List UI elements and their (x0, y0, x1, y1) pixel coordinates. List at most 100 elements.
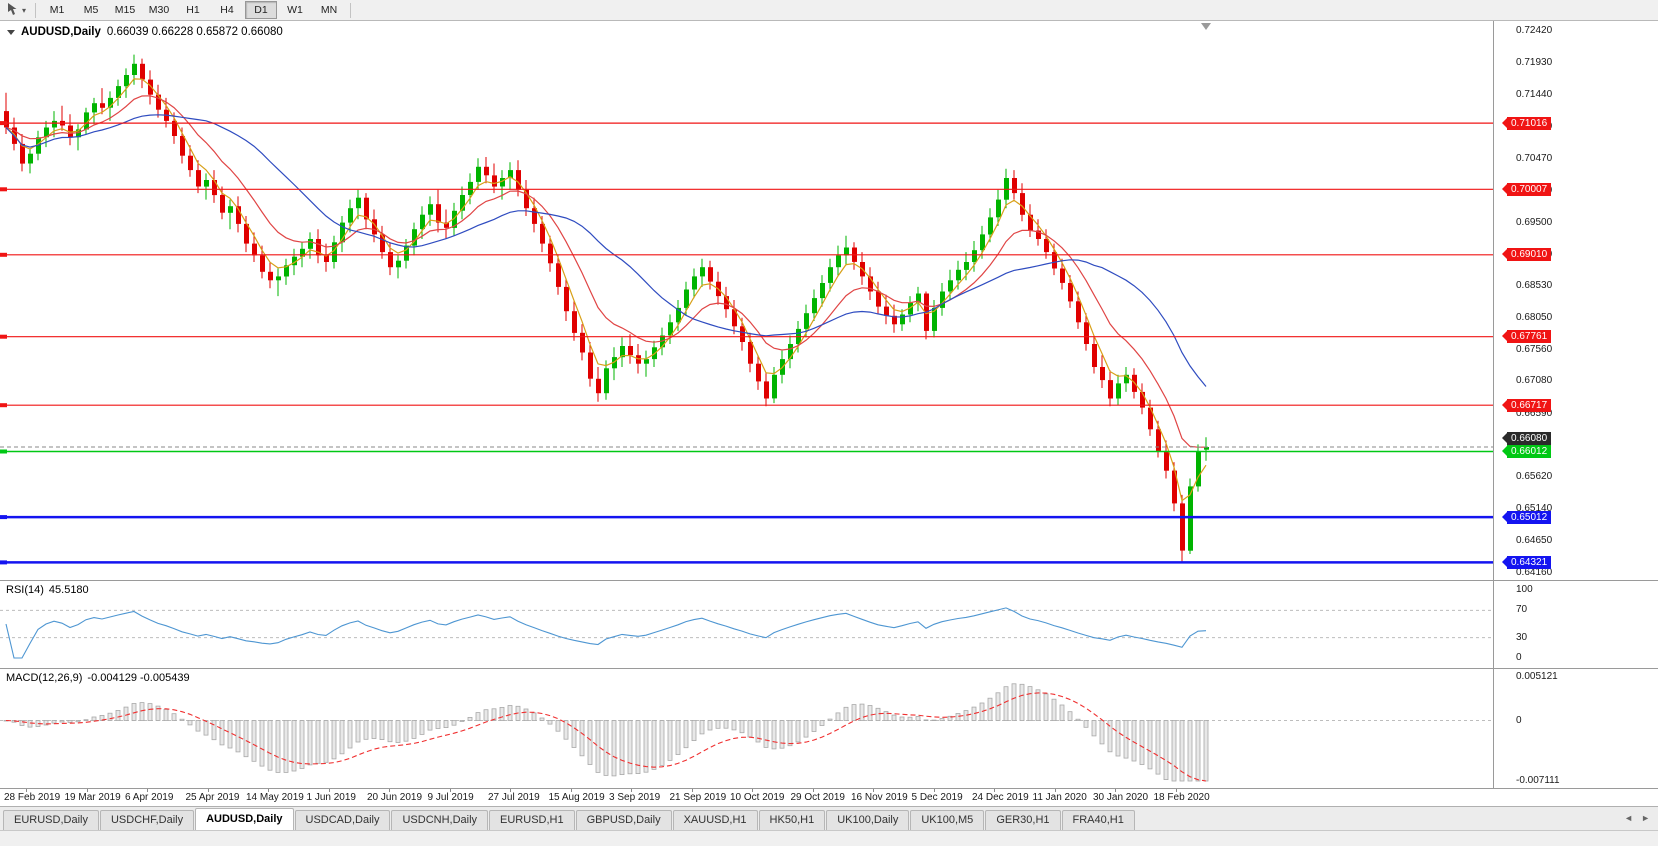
date-label: 10 Oct 2019 (730, 792, 785, 803)
date-label: 20 Jun 2019 (367, 792, 423, 803)
chart-tab-uk100-daily[interactable]: UK100,Daily (826, 810, 910, 830)
chart-title: AUDUSD,Daily 0.66039 0.66228 0.65872 0.6… (7, 26, 283, 38)
price-tick-label: 0.72420 (1516, 25, 1553, 36)
date-tick-mark (691, 789, 693, 792)
date-label: 25 Apr 2019 (185, 792, 240, 803)
timeframe-button-m5[interactable]: M5 (83, 4, 99, 16)
price-tag-0.67761: 0.67761 (1502, 330, 1552, 344)
ma-medium-line (5, 95, 1207, 448)
rsi-label: RSI(14) 45.5180 (6, 584, 89, 596)
one-click-trading-icon[interactable] (7, 29, 15, 35)
line-edge-handle (0, 560, 7, 565)
chart-tab-usdcnh-daily[interactable]: USDCNH,Daily (391, 810, 489, 830)
date-axis-separator (0, 788, 1658, 789)
macd-name: MACD(12,26,9) (6, 672, 83, 684)
date-label: 15 Aug 2019 (548, 792, 605, 803)
line-edge-handle (0, 403, 7, 408)
timeframe-button-d1[interactable]: D1 (245, 1, 278, 19)
line-edge-handle (0, 449, 7, 454)
chart-tab-eurusd-daily[interactable]: EURUSD,Daily (3, 810, 99, 830)
chart-tab-gbpusd-daily[interactable]: GBPUSD,Daily (575, 810, 672, 830)
date-tick-mark (933, 789, 935, 792)
timeframe-button-h1[interactable]: H1 (186, 4, 200, 16)
price-axis-separator (1493, 21, 1494, 788)
date-tick-mark (86, 789, 88, 792)
cursor-tool-icon[interactable] (5, 2, 20, 19)
chart-ohlc-readout: 0.66039 0.66228 0.65872 0.66080 (106, 26, 283, 38)
price-tag-0.66012: 0.66012 (1502, 445, 1552, 458)
chart-tab-usdchf-daily[interactable]: USDCHF,Daily (99, 810, 195, 830)
date-label: 18 Feb 2020 (1153, 792, 1210, 803)
timeframe-toolbar: M1 M5 M15 M30 H1 H4 D1 W1 MN (40, 1, 346, 19)
main-price-chart[interactable] (0, 21, 1494, 580)
price-tag-0.65012: 0.65012 (1502, 510, 1552, 524)
chart-tab-usdcad-daily[interactable]: USDCAD,Daily (294, 810, 391, 830)
tag-arrow-icon (1502, 117, 1507, 128)
date-label: 5 Dec 2019 (911, 792, 963, 803)
toolbar-separator (350, 2, 352, 18)
date-label: 30 Jan 2020 (1093, 792, 1149, 803)
toolbar-separator (35, 2, 37, 18)
chart-tab-hk50-h1[interactable]: HK50,H1 (758, 810, 826, 830)
timeframe-button-m1[interactable]: M1 (49, 4, 65, 16)
tab-scroll-buttons: ◄ ► (1624, 813, 1650, 823)
date-tick-mark (1054, 789, 1056, 792)
tab-scroll-left-icon[interactable]: ◄ (1624, 813, 1634, 823)
panel-separator[interactable] (0, 668, 1658, 669)
price-tick-label: 0.64160 (1516, 567, 1553, 578)
timeframe-button-m30[interactable]: M30 (148, 4, 170, 16)
macd-axis-label: -0.007111 (1516, 775, 1560, 786)
chart-tab-eurusd-h1[interactable]: EURUSD,H1 (489, 810, 575, 830)
date-label: 3 Sep 2019 (609, 792, 661, 803)
macd-axis[interactable]: 0.005121 0 -0.007111 (1494, 669, 1658, 788)
date-tick-mark (328, 789, 330, 792)
date-axis[interactable]: 28 Feb 2019 19 Mar 2019 6 Apr 2019 25 Apr 2… (0, 789, 1658, 806)
date-tick-mark (994, 789, 995, 792)
date-tick-mark (873, 789, 874, 792)
date-tick-mark (570, 789, 572, 792)
date-label: 9 Jul 2019 (427, 792, 474, 803)
timeframe-button-h4[interactable]: H4 (220, 4, 234, 16)
chart-shift-marker[interactable] (1201, 23, 1211, 30)
date-label: 27 Jul 2019 (488, 792, 540, 803)
chart-tab-uk100-m5[interactable]: UK100,M5 (910, 810, 985, 830)
timeframe-button-m15[interactable]: M15 (114, 4, 136, 16)
price-axis[interactable]: 0.724200.719300.714400.709600.704700.699… (1494, 21, 1658, 580)
date-label: 16 Nov 2019 (851, 792, 908, 803)
timeframe-button-mn[interactable]: MN (320, 4, 338, 16)
macd-axis-label: 0 (1516, 714, 1522, 726)
price-tick-label: 0.69500 (1516, 216, 1553, 228)
price-tick-label: 0.66590 (1516, 407, 1553, 419)
price-tag-0.64321: 0.64321 (1502, 555, 1552, 569)
panel-separator[interactable] (0, 580, 1658, 581)
macd-indicator-panel[interactable] (0, 669, 1494, 788)
macd-histogram (3, 683, 1209, 782)
chart-tab-xauusd-h1[interactable]: XAUUSD,H1 (672, 810, 758, 830)
date-label: 21 Sep 2019 (669, 792, 727, 803)
candles-group (4, 54, 1209, 562)
date-tick-mark (1175, 789, 1177, 792)
chart-tab-ger30-h1[interactable]: GER30,H1 (985, 810, 1061, 830)
chevron-down-icon[interactable]: ▾ (22, 5, 27, 15)
tab-scroll-right-icon[interactable]: ► (1641, 813, 1650, 823)
price-tick-label: 0.67080 (1516, 375, 1553, 387)
chart-tab-audusd-daily[interactable]: AUDUSD,Daily (195, 808, 294, 830)
price-tick-label: 0.68530 (1516, 280, 1553, 292)
price-tick-label: 0.65140 (1516, 502, 1553, 514)
price-tick-label: 0.65620 (1516, 471, 1553, 483)
date-tick-mark (631, 789, 632, 792)
tag-arrow-icon (1502, 331, 1507, 342)
rsi-indicator-panel[interactable] (0, 581, 1494, 668)
date-tick-mark (449, 789, 451, 792)
date-tick-mark (26, 789, 27, 792)
line-edge-handle (0, 187, 7, 192)
timeframe-button-w1[interactable]: W1 (287, 4, 303, 16)
date-label: 6 Apr 2019 (125, 792, 174, 803)
macd-signal-line (5, 692, 1207, 782)
rsi-axis[interactable]: 100 70 30 0 (1494, 581, 1658, 668)
tag-arrow-icon (1502, 399, 1507, 410)
status-strip (0, 830, 1658, 846)
date-label: 1 Jun 2019 (306, 792, 357, 803)
cursor-tool-group: ▾ (0, 0, 31, 20)
chart-tab-fra40-h1[interactable]: FRA40,H1 (1061, 810, 1135, 830)
